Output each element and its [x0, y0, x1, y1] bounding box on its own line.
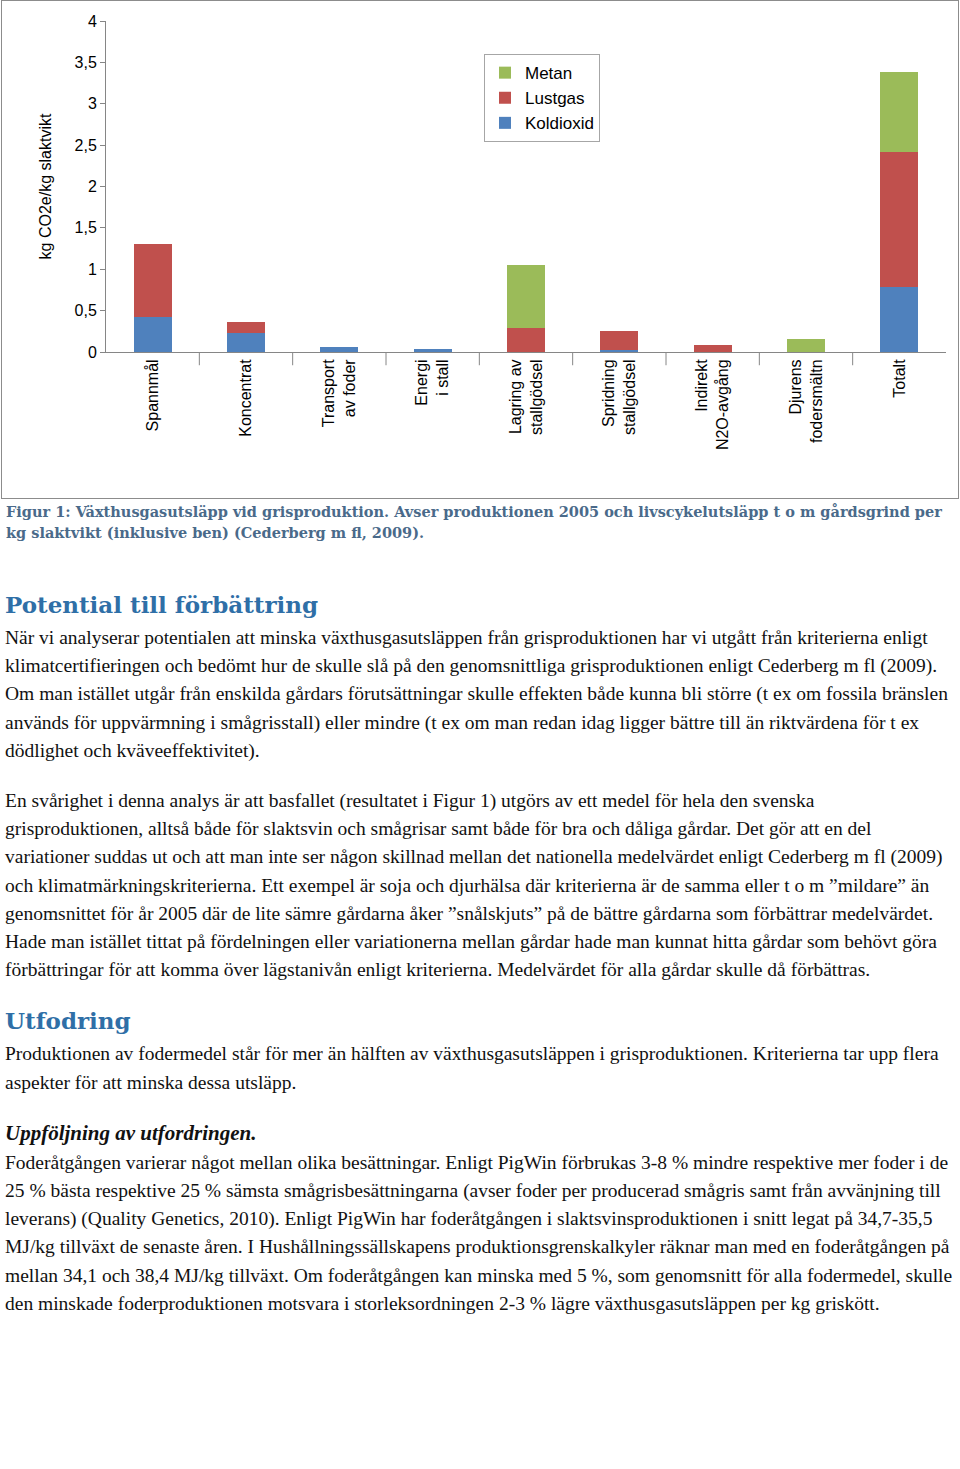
svg-text:Djurensfodersmältn: Djurensfodersmältn	[787, 359, 825, 443]
html-text:Potential till förbättring: Potential till förbättring	[5, 591, 319, 618]
html-text:Foderåtgången varierar något m: Foderåtgången varierar något mellan olik…	[5, 1151, 953, 1314]
svg-text:Spridningstallgödsel: Spridningstallgödsel	[600, 359, 638, 435]
svg-text:IndirektN2O-avgång: IndirektN2O-avgång	[693, 359, 731, 450]
svg-text:0,5: 0,5	[75, 302, 97, 319]
svg-text:Metan: Metan	[525, 64, 572, 83]
html-text:När vi analyserar potentialen: När vi analyserar potentialen att minska…	[5, 627, 948, 761]
svg-text:1: 1	[88, 261, 97, 278]
svg-text:3: 3	[88, 95, 97, 112]
svg-text:3,5: 3,5	[75, 54, 97, 71]
svg-text:Lustgas: Lustgas	[525, 89, 585, 108]
svg-text:1,5: 1,5	[75, 219, 97, 236]
svg-text:Spannmål: Spannmål	[144, 359, 161, 431]
svg-text:kg CO2e/kg slaktvikt: kg CO2e/kg slaktvikt	[37, 113, 54, 259]
html-text:Produktionen av fodermedel stå: Produktionen av fodermedel står för mer …	[5, 1043, 939, 1093]
svg-text:Lagring avstallgödsel: Lagring avstallgödsel	[507, 359, 545, 435]
html-text:Figur 1: Växthusgasutsläpp vid: Figur 1: Växthusgasutsläpp vid grisprodu…	[6, 503, 942, 541]
svg-text:Transportav foder: Transportav foder	[320, 359, 358, 428]
svg-text:0: 0	[88, 344, 97, 361]
html-text:En svårighet i denna analys är: En svårighet i denna analys är att basfa…	[5, 790, 943, 981]
svg-text:Energii stall: Energii stall	[413, 359, 451, 405]
html-text:Utfodring: Utfodring	[5, 1007, 131, 1035]
svg-text:2: 2	[88, 178, 97, 195]
svg-text:Koncentrat: Koncentrat	[237, 359, 254, 437]
svg-text:Koldioxid: Koldioxid	[525, 114, 594, 133]
svg-text:Totalt: Totalt	[891, 359, 908, 398]
svg-text:2,5: 2,5	[75, 137, 97, 154]
html-text:Uppföljning av utfordringen.: Uppföljning av utfordringen.	[5, 1120, 257, 1145]
svg-text:4: 4	[88, 13, 97, 30]
